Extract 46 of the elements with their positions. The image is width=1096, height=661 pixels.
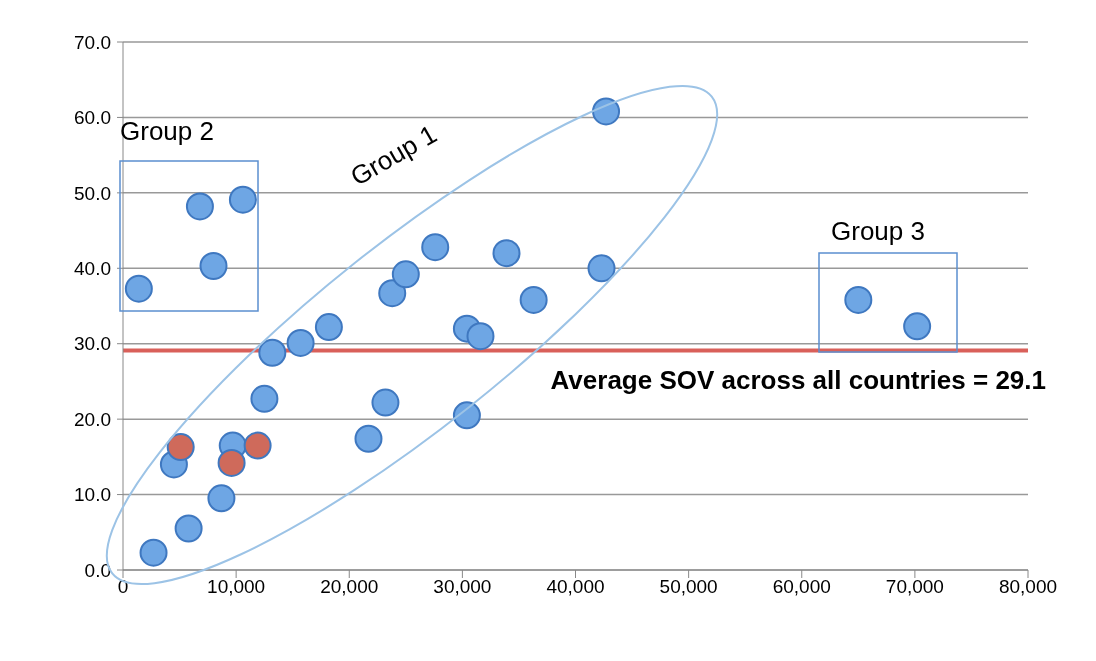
point bbox=[174, 514, 203, 543]
point bbox=[243, 431, 272, 460]
y-tick-label: 50.0 bbox=[74, 182, 111, 204]
point bbox=[452, 401, 481, 430]
y-tick-label: 60.0 bbox=[74, 107, 111, 129]
point bbox=[466, 322, 495, 351]
point bbox=[421, 233, 450, 262]
point bbox=[166, 433, 195, 462]
point bbox=[519, 285, 548, 314]
y-tick-label: 20.0 bbox=[74, 408, 111, 430]
point bbox=[199, 252, 228, 281]
x-tick-label: 80,000 bbox=[998, 576, 1058, 598]
x-tick-label: 30,000 bbox=[433, 576, 492, 598]
point bbox=[592, 97, 621, 126]
x-tick-label: 10,000 bbox=[207, 576, 266, 598]
point bbox=[185, 192, 214, 221]
point bbox=[124, 274, 153, 303]
point bbox=[391, 260, 420, 289]
point bbox=[139, 538, 168, 567]
point bbox=[492, 239, 521, 268]
x-tick-label: 70,000 bbox=[885, 576, 944, 598]
point bbox=[314, 313, 343, 342]
x-tick-label: 20,000 bbox=[320, 576, 379, 598]
y-tick-label: 70.0 bbox=[74, 31, 111, 53]
annotation: Group 2 bbox=[120, 116, 214, 146]
point bbox=[228, 185, 257, 214]
x-tick-label: 40,000 bbox=[546, 576, 605, 598]
point bbox=[258, 338, 287, 367]
point bbox=[250, 384, 279, 413]
ref-line-label: Average SOV across all countries = 29.1 bbox=[550, 364, 1046, 395]
y-tick-label: 10.0 bbox=[74, 484, 111, 506]
point bbox=[844, 285, 873, 314]
x-tick-label: 60,000 bbox=[772, 576, 831, 598]
x-tick-label: 50,000 bbox=[659, 576, 718, 598]
point bbox=[371, 388, 400, 417]
point bbox=[354, 424, 383, 453]
annotation: Group 3 bbox=[831, 216, 925, 246]
point bbox=[587, 254, 616, 283]
y-tick-label: 40.0 bbox=[74, 258, 111, 280]
point bbox=[286, 328, 315, 357]
y-tick-label: 30.0 bbox=[74, 333, 111, 355]
annotation: Group 1 bbox=[345, 118, 442, 192]
point bbox=[903, 312, 932, 341]
point bbox=[378, 279, 407, 308]
point bbox=[217, 448, 246, 477]
point bbox=[207, 484, 236, 513]
